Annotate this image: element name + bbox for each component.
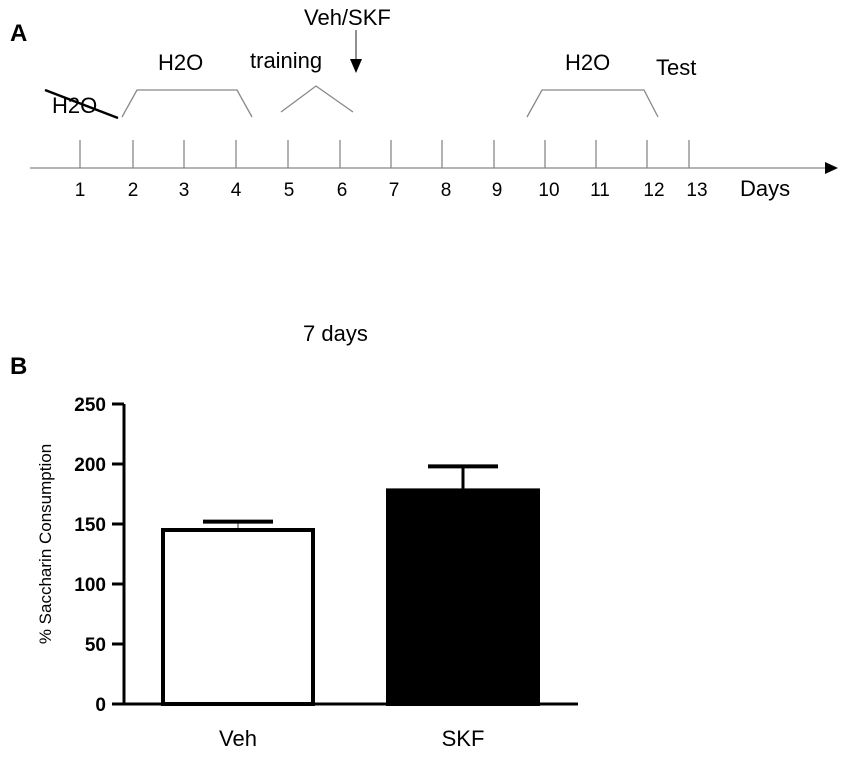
timeline-day-label: 2 xyxy=(128,180,139,201)
x-axis-labels: Veh SKF xyxy=(219,726,484,751)
test-label: Test xyxy=(656,55,696,80)
timeline-day-label: 12 xyxy=(643,180,664,201)
panel-a-label: A xyxy=(10,20,27,47)
injection-arrowhead xyxy=(350,59,362,73)
y-axis-title: % Saccharin Consumption xyxy=(36,444,55,644)
timeline-day-label: 7 xyxy=(389,180,400,201)
x-category-label: SKF xyxy=(442,726,485,751)
x-category-label: Veh xyxy=(219,726,257,751)
y-tick-label: 50 xyxy=(85,635,106,656)
y-tick-label: 200 xyxy=(74,455,106,476)
water-bracket-2 xyxy=(526,89,659,118)
panel-b-label: B xyxy=(10,353,27,380)
timeline-day-label: 10 xyxy=(538,180,559,201)
timeline-day-label: 11 xyxy=(590,180,610,201)
water-period-label-2: H2O xyxy=(565,50,610,75)
timeline-day-label: 9 xyxy=(492,180,503,201)
timeline: 1 2 3 4 5 6 7 8 9 10 11 12 13 Days H2O H2O training … xyxy=(30,5,838,201)
training-bracket xyxy=(280,85,354,113)
y-tick-label: 100 xyxy=(74,575,106,596)
timeline-day-label: 13 xyxy=(686,180,707,201)
timeline-day-labels: 1 2 3 4 5 6 7 8 9 10 11 12 13 xyxy=(75,180,708,201)
y-axis-ticks: 0 50 100 150 200 250 xyxy=(74,395,124,716)
water-crossed-label: H2O xyxy=(52,93,97,118)
bars xyxy=(161,464,540,706)
y-tick-label: 150 xyxy=(74,515,106,536)
y-tick-label: 250 xyxy=(74,395,106,416)
bar-skf xyxy=(386,488,540,706)
timeline-day-label: 3 xyxy=(179,180,190,201)
water-bracket-1 xyxy=(121,89,253,118)
bar-chart: 7 days % Saccharin Consumption 0 50 100 150… xyxy=(36,321,578,751)
timeline-day-label: 5 xyxy=(284,180,295,201)
timeline-day-label: 8 xyxy=(441,180,452,201)
training-label: training xyxy=(250,48,322,73)
timeline-day-label: 1 xyxy=(75,180,86,201)
y-tick-label: 0 xyxy=(95,695,106,716)
bar-veh xyxy=(161,528,315,706)
injection-label: Veh/SKF xyxy=(304,5,391,30)
water-period-label-1: H2O xyxy=(158,50,203,75)
timeline-arrowhead xyxy=(825,162,838,174)
strike-through-line xyxy=(44,88,119,120)
timeline-ticks xyxy=(79,140,690,168)
timeline-day-label: 4 xyxy=(231,180,242,201)
timeline-day-label: 6 xyxy=(337,180,348,201)
timeline-days-label: Days xyxy=(740,176,790,201)
chart-title: 7 days xyxy=(303,321,368,346)
